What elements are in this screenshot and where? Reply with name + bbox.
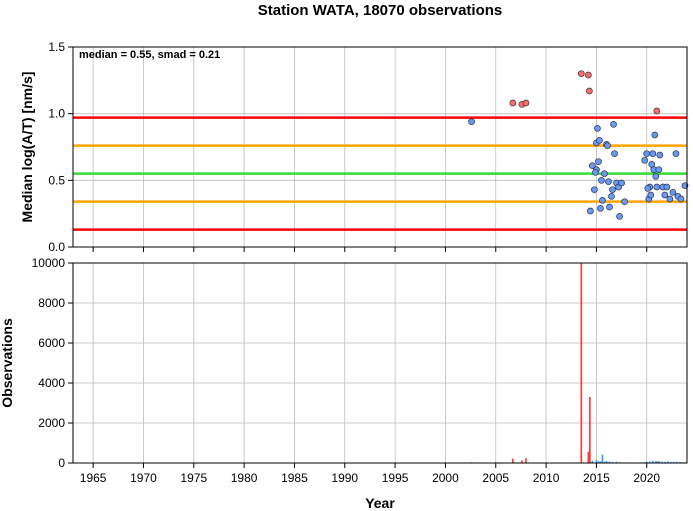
point-s1-13 [605, 178, 612, 186]
point-s1-25 [592, 168, 599, 176]
point-s0-4 [585, 71, 592, 79]
x-tick-label-2005: 2005 [482, 471, 509, 485]
x-tick-label-1965: 1965 [80, 471, 107, 485]
median-ytick-label-0: 0.0 [48, 240, 65, 254]
obs-y-axis-label: Observations [0, 318, 15, 408]
x-tick-label-1985: 1985 [281, 471, 308, 485]
point-s1-16 [609, 186, 616, 194]
point-s1-27 [641, 156, 649, 164]
point-s1-23 [621, 198, 628, 206]
point-s1-5 [594, 124, 601, 132]
obs-ytick-label-3: 6000 [38, 336, 65, 350]
point-s1-14 [606, 203, 613, 211]
point-s1-41 [663, 183, 671, 191]
x-tick-label-2010: 2010 [533, 471, 560, 485]
point-s1-40 [661, 191, 669, 199]
point-s1-43 [669, 188, 677, 196]
observations-panel: 0 2000 4000 6000 8000 10000 1965 1970 1975 1980 19… [0, 256, 688, 485]
point-s1-2 [589, 162, 596, 170]
point-s1-17 [610, 120, 617, 128]
point-s1-12 [604, 142, 611, 150]
x-tick-label-1990: 1990 [331, 471, 358, 485]
x-tick-label-1980: 1980 [231, 471, 258, 485]
x-tick-label-1970: 1970 [130, 471, 157, 485]
obs-ytick-label-2: 4000 [38, 376, 65, 390]
point-s1-48 [644, 184, 652, 192]
point-s1-31 [647, 191, 655, 199]
point-s1-6 [595, 158, 602, 166]
point-s1-35 [651, 131, 659, 139]
obs-frame [72, 262, 688, 464]
point-s1-28 [643, 150, 651, 158]
median-ytick-label-3: 1.5 [48, 40, 65, 54]
point-s1-1 [587, 207, 594, 215]
x-tick-label-2020: 2020 [633, 471, 660, 485]
point-s1-49 [655, 166, 663, 174]
point-s1-42 [666, 195, 674, 203]
point-s1-44 [672, 150, 680, 158]
point-s0-2 [522, 99, 530, 107]
chart-title: Station WATA, 18070 observations [258, 2, 503, 19]
point-s1-46 [677, 195, 685, 203]
point-s1-18 [611, 150, 618, 158]
point-s1-15 [608, 192, 615, 200]
point-s0-0 [509, 99, 517, 107]
x-tick-label-1995: 1995 [382, 471, 409, 485]
point-s1-38 [656, 151, 664, 159]
point-s1-8 [597, 204, 604, 212]
point-s1-26 [598, 176, 605, 184]
point-s1-0 [468, 118, 475, 126]
median-ytick-label-2: 1.0 [48, 107, 65, 121]
point-s1-3 [591, 186, 598, 194]
obs-ytick-label-4: 8000 [38, 296, 65, 310]
point-s0-3 [577, 70, 585, 78]
obs-ytick-label-1: 2000 [38, 416, 65, 430]
obs-ytick-label-0: 0 [58, 456, 65, 470]
point-s1-47 [681, 182, 689, 190]
point-s1-33 [649, 150, 657, 158]
point-s1-9 [599, 196, 606, 204]
median-frame [72, 46, 688, 248]
x-axis-label: Year [365, 495, 395, 511]
point-s1-7 [596, 136, 603, 144]
point-s1-21 [616, 212, 623, 220]
median-panel: median = 0.55, smad = 0.21 0.0 0.5 1.0 1.5 Me… [19, 40, 689, 254]
x-tick-label-2015: 2015 [583, 471, 610, 485]
point-s1-10 [601, 170, 608, 178]
x-tick-label-1975: 1975 [180, 471, 207, 485]
point-s1-36 [652, 172, 660, 180]
point-s0-6 [653, 107, 661, 115]
obs-ytick-label-5: 10000 [32, 256, 66, 270]
point-s1-22 [618, 179, 625, 187]
point-s1-37 [653, 183, 661, 191]
stats-annotation: median = 0.55, smad = 0.21 [79, 49, 220, 61]
point-s0-5 [586, 87, 593, 95]
median-y-axis-label: Median log(A/T) [nm/s] [19, 72, 35, 223]
x-tick-label-2000: 2000 [432, 471, 459, 485]
median-ytick-label-1: 0.5 [48, 173, 65, 187]
